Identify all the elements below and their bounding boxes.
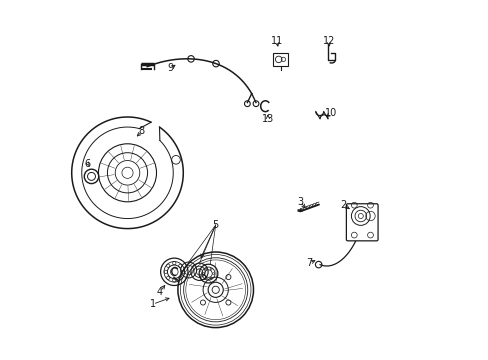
FancyBboxPatch shape: [272, 53, 288, 66]
Text: 6: 6: [84, 159, 91, 169]
Text: 13: 13: [261, 114, 273, 124]
Text: 4: 4: [157, 287, 163, 297]
Text: 8: 8: [139, 126, 144, 136]
Text: 7: 7: [305, 258, 312, 268]
FancyBboxPatch shape: [346, 204, 377, 241]
Text: 10: 10: [324, 108, 336, 118]
Text: 9: 9: [167, 63, 173, 73]
Text: 5: 5: [212, 220, 218, 230]
Text: 2: 2: [340, 200, 346, 210]
Text: 11: 11: [270, 36, 283, 46]
Text: 3: 3: [297, 197, 303, 207]
Text: 12: 12: [322, 36, 335, 46]
Text: 1: 1: [149, 299, 156, 309]
